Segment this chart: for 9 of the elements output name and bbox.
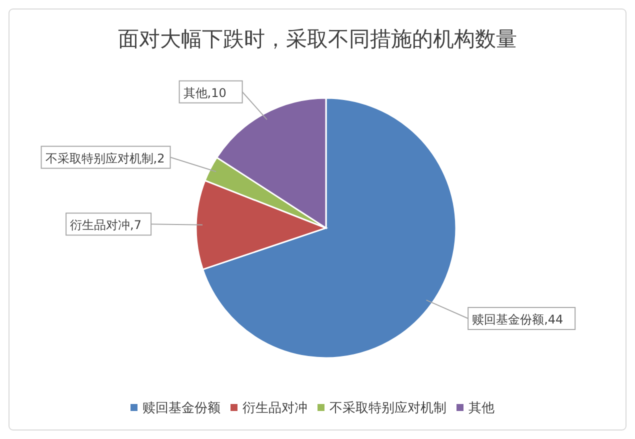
data-label: 不采取特别应对机制,2 [45, 151, 165, 166]
chart-title: 面对大幅下跌时，采取不同措施的机构数量 [118, 27, 517, 51]
legend-label: 不采取特别应对机制 [330, 400, 446, 416]
data-label: 赎回基金份额,44 [472, 312, 564, 326]
legend-label: 赎回基金份额 [142, 401, 220, 416]
data-label: 其他,10 [183, 86, 226, 100]
data-label: 衍生品对冲,7 [70, 218, 142, 232]
legend-label: 衍生品对冲 [242, 401, 308, 416]
legend-label: 其他 [468, 401, 494, 416]
